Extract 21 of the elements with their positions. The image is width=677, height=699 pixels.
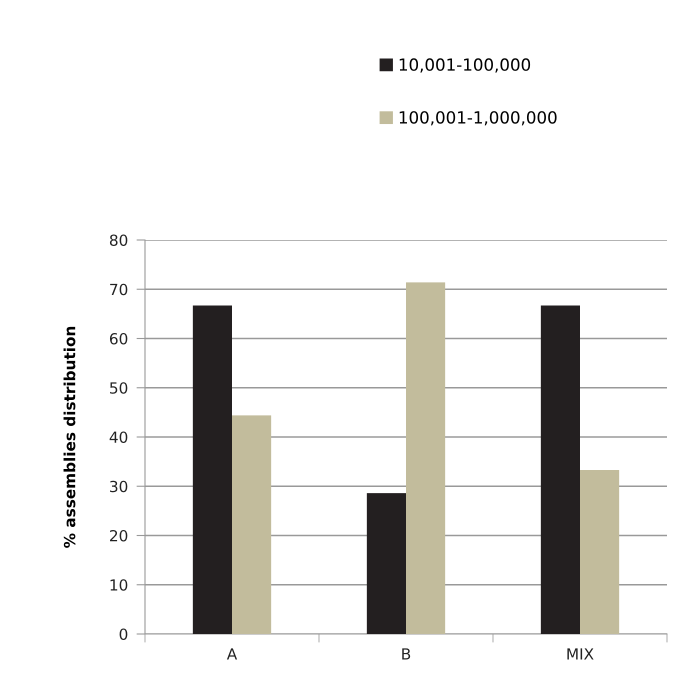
bar bbox=[366, 493, 406, 634]
bar bbox=[192, 306, 232, 634]
y-tick-label: 30 bbox=[110, 480, 128, 492]
y-tick-label: 80 bbox=[110, 234, 128, 246]
bar bbox=[540, 306, 580, 634]
x-tick-label: B bbox=[402, 648, 410, 660]
y-tick-label: 70 bbox=[110, 284, 128, 296]
y-tick-label: 0 bbox=[120, 628, 128, 640]
y-axis-title: % assemblies distribution bbox=[64, 326, 76, 548]
bar bbox=[580, 470, 620, 634]
legend-label: 10,001-100,000 bbox=[400, 58, 530, 73]
y-tick-label: 60 bbox=[110, 332, 128, 345]
bar bbox=[232, 415, 272, 634]
x-tick-label: MIX bbox=[567, 648, 594, 660]
y-tick-label: 50 bbox=[110, 382, 128, 394]
bar bbox=[406, 282, 446, 634]
y-tick-label: 20 bbox=[110, 530, 128, 542]
y-tick-label: 40 bbox=[110, 431, 128, 444]
y-tick-label: 10 bbox=[110, 579, 128, 591]
legend-label: 100,001-1,000,000 bbox=[400, 111, 557, 126]
x-tick-label: A bbox=[226, 648, 238, 660]
